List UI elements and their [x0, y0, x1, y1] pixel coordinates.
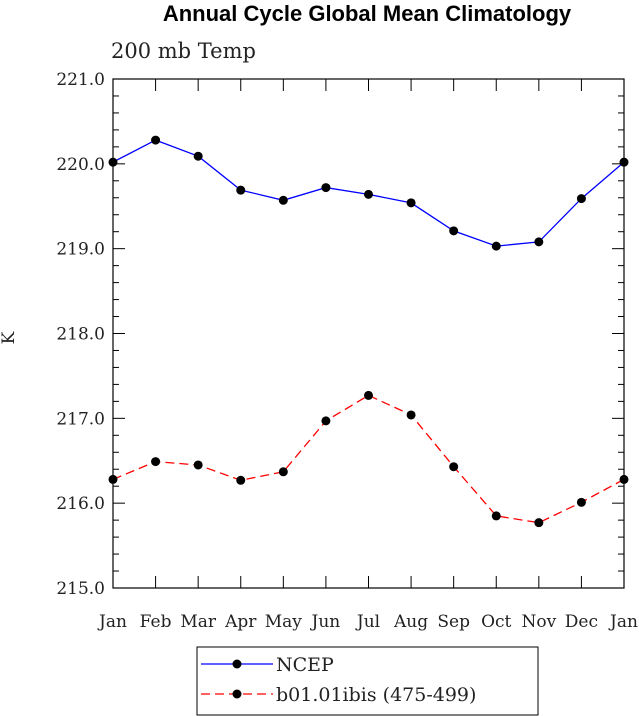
series-2-point — [278, 467, 288, 477]
legend-marker-1 — [232, 659, 242, 669]
series-2-point — [108, 474, 118, 484]
series-1-point — [364, 189, 373, 199]
chart-title: Annual Cycle Global Mean Climatology — [163, 1, 572, 26]
plot-area — [112, 78, 625, 589]
y-axis: 215.0 216.0 217.0 218.0 219.0 220.0 221.0 — [56, 70, 624, 599]
x-tick-label: Jun — [310, 612, 341, 632]
legend-box — [196, 646, 539, 716]
x-axis: Jan Feb Mar Apr May Jun Jul Aug Sep Oct Nov Dec Jan — [97, 79, 638, 632]
series-1-point — [151, 135, 161, 145]
series-2-point — [321, 416, 331, 426]
y-tick-label: 221.0 — [56, 70, 105, 90]
legend-label-1: NCEP — [276, 654, 334, 676]
series-layer — [108, 135, 629, 528]
x-tick-label: Feb — [140, 612, 172, 632]
x-tick-label: Aug — [393, 612, 428, 632]
y-tick-label: 219.0 — [56, 240, 105, 260]
series-2-point — [193, 460, 203, 470]
series-2-point — [364, 390, 373, 400]
x-tick-label: Jan — [608, 612, 638, 632]
y-tick-label: 217.0 — [56, 409, 105, 429]
series-2-point — [576, 497, 586, 507]
y-tick-label: 220.0 — [56, 155, 105, 175]
x-tick-label: Jan — [97, 612, 127, 632]
series-2-point — [534, 518, 544, 528]
chart-subtitle: 200 mb Temp — [111, 39, 256, 63]
x-tick-label: May — [265, 612, 303, 632]
series-2-point — [151, 457, 161, 467]
series-2-point — [491, 511, 501, 521]
y-tick-label: 216.0 — [56, 494, 105, 514]
y-axis-label: K — [0, 331, 19, 344]
x-tick-label: Sep — [437, 612, 470, 632]
series-1-point — [449, 226, 459, 236]
x-tick-label: Oct — [481, 612, 511, 632]
series-1-point — [534, 237, 544, 247]
series-1-point — [619, 157, 629, 167]
x-tick-label: Jul — [355, 612, 380, 632]
series-1-point — [576, 194, 586, 204]
series-1-point — [236, 185, 246, 195]
legend: NCEP b01.01ibis (475-499) — [196, 646, 539, 716]
series-2-point — [619, 474, 629, 484]
series-1-point — [406, 198, 416, 208]
y-tick-label: 218.0 — [56, 325, 105, 345]
plot-border — [112, 78, 625, 589]
series-2-point — [236, 475, 246, 485]
x-tick-label: Apr — [224, 612, 257, 632]
series-1-point — [321, 183, 331, 193]
series-2-point — [406, 410, 416, 420]
series-1-point — [108, 157, 118, 167]
series-2-point — [449, 462, 459, 472]
series-1-point — [193, 151, 203, 161]
series-line-2 — [112, 394, 625, 524]
legend-label-2: b01.01ibis (475-499) — [276, 684, 476, 706]
series-1-point — [491, 241, 501, 251]
y-tick-label: 215.0 — [56, 579, 105, 599]
legend-marker-2 — [232, 689, 242, 699]
x-tick-label: Dec — [565, 612, 598, 632]
x-tick-label: Mar — [180, 612, 217, 632]
x-tick-label: Nov — [521, 612, 556, 632]
series-1-point — [278, 195, 288, 205]
